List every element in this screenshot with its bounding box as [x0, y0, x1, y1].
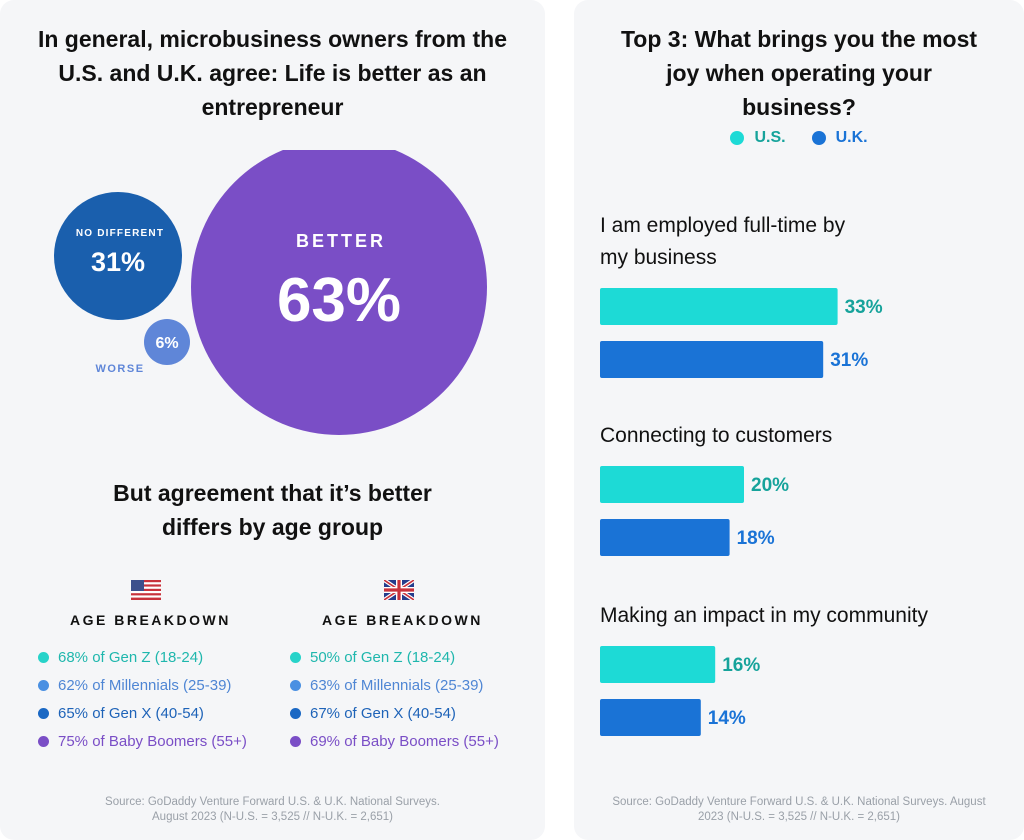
us-age-item: 62% of Millennials (25-39)	[38, 671, 247, 699]
bar-uk	[600, 519, 730, 556]
bubble-worse	[144, 319, 190, 365]
legend-item-us: U.S.	[730, 129, 786, 147]
left-title-line: U.S. and U.K. agree: Life is better as a…	[58, 60, 487, 86]
bar-uk	[600, 341, 824, 378]
category-label: I am employed full-time by	[600, 214, 846, 237]
left-source-line: Source: GoDaddy Venture Forward U.S. & U…	[105, 796, 440, 808]
us-age-item-text: 75% of Baby Boomers (55+)	[58, 732, 247, 750]
uk-age-item: 67% of Gen X (40-54)	[290, 699, 499, 727]
bar-value-label: 18%	[737, 528, 775, 549]
us-age-item-text: 65% of Gen X (40-54)	[58, 704, 204, 722]
us-age-item: 75% of Baby Boomers (55+)	[38, 727, 247, 755]
uk-age-list: 50% of Gen Z (18-24) 63% of Millennials (…	[290, 643, 499, 755]
bar-us	[600, 466, 744, 503]
legend-us-swatch	[730, 131, 745, 145]
bubble-chart: NO DIFFERENT 31% BETTER 63% 6% WORSE	[54, 150, 487, 435]
bar-value-label: 31%	[830, 350, 868, 371]
us-age-item: 65% of Gen X (40-54)	[38, 699, 247, 727]
uk-age-item-text: 50% of Gen Z (18-24)	[310, 648, 456, 666]
uk-age-item-text: 69% of Baby Boomers (55+)	[310, 732, 499, 750]
bar-value-label: 14%	[708, 708, 746, 729]
bubble-better-value: 63%	[277, 266, 401, 335]
right-panel: Top 3: What brings you the most joy when…	[574, 0, 1024, 840]
left-subtitle-line: But agreement that it’s better	[113, 480, 432, 506]
uk-age-item: 69% of Baby Boomers (55+)	[290, 727, 499, 755]
bar-us	[600, 288, 838, 325]
left-subtitle: But agreement that it’s better differs b…	[0, 476, 545, 544]
right-title-line: business?	[742, 94, 856, 120]
chart-legend: U.S. U.K.	[574, 129, 1024, 147]
left-subtitle-line: differs by age group	[161, 514, 384, 540]
left-title-line: entrepreneur	[201, 94, 344, 120]
bullet-dot-icon	[38, 707, 49, 719]
bubble-better	[191, 150, 487, 435]
left-title: In general, microbusiness owners from th…	[0, 22, 545, 124]
bubble-no-different-value: 31%	[91, 247, 145, 277]
left-source: Source: GoDaddy Venture Forward U.S. & U…	[0, 795, 545, 825]
right-title-line: joy when operating your	[666, 60, 932, 86]
right-source-line: Source: GoDaddy Venture Forward U.S. & U…	[612, 796, 986, 808]
bubble-no-different	[54, 192, 182, 320]
uk-age-item-text: 63% of Millennials (25-39)	[310, 676, 484, 694]
us-age-item: 68% of Gen Z (18-24)	[38, 643, 247, 671]
legend-uk-swatch	[811, 131, 826, 145]
bullet-dot-icon	[290, 651, 301, 663]
category-label: Making an impact in my community	[600, 604, 928, 627]
legend-item-uk: U.K.	[811, 129, 868, 147]
uk-breakdown-heading: AGE BREAKDOWN	[322, 612, 483, 628]
bar-value-label: 33%	[845, 297, 883, 318]
right-title: Top 3: What brings you the most joy when…	[574, 22, 1024, 124]
bar-chart: I am employed full-time by my business 33%…	[600, 214, 928, 736]
legend-uk-label: U.K.	[835, 129, 868, 146]
us-breakdown-heading: AGE BREAKDOWN	[70, 612, 231, 628]
left-source-line: August 2023 (N-U.S. = 3,525 // N-U.K. = …	[152, 811, 393, 823]
bubble-worse-label: WORSE	[95, 363, 144, 375]
bar-us	[600, 646, 716, 683]
bullet-dot-icon	[38, 651, 49, 663]
us-age-item-text: 62% of Millennials (25-39)	[58, 676, 232, 694]
bar-value-label: 16%	[722, 655, 760, 676]
right-source-line: 2023 (N-U.S. = 3,525 // N-U.K. = 2,651)	[698, 811, 900, 823]
bullet-dot-icon	[290, 735, 301, 747]
left-panel: In general, microbusiness owners from th…	[0, 22, 545, 825]
legend-us-label: U.S.	[754, 129, 786, 146]
category-label: Connecting to customers	[600, 424, 832, 447]
bullet-dot-icon	[38, 735, 49, 747]
bubble-better-label: BETTER	[296, 231, 386, 251]
uk-age-item: 50% of Gen Z (18-24)	[290, 643, 499, 671]
bubble-no-different-label: NO DIFFERENT	[76, 228, 164, 239]
bubble-worse-value: 6%	[155, 335, 178, 352]
bar-uk	[600, 699, 701, 736]
uk-flag-icon	[384, 580, 414, 600]
category-label: my business	[600, 246, 717, 269]
left-title-line: In general, microbusiness owners from th…	[37, 26, 508, 52]
us-flag-icon	[131, 580, 161, 600]
bar-value-label: 20%	[751, 475, 789, 496]
uk-age-item-text: 67% of Gen X (40-54)	[310, 704, 456, 722]
right-title-line: Top 3: What brings you the most	[620, 26, 978, 52]
bullet-dot-icon	[290, 707, 301, 719]
right-source: Source: GoDaddy Venture Forward U.S. & U…	[574, 795, 1024, 825]
bullet-dot-icon	[38, 679, 49, 691]
bullet-dot-icon	[290, 679, 301, 691]
us-age-list: 68% of Gen Z (18-24) 62% of Millennials (…	[38, 643, 247, 755]
us-age-item-text: 68% of Gen Z (18-24)	[58, 648, 204, 666]
uk-age-item: 63% of Millennials (25-39)	[290, 671, 499, 699]
